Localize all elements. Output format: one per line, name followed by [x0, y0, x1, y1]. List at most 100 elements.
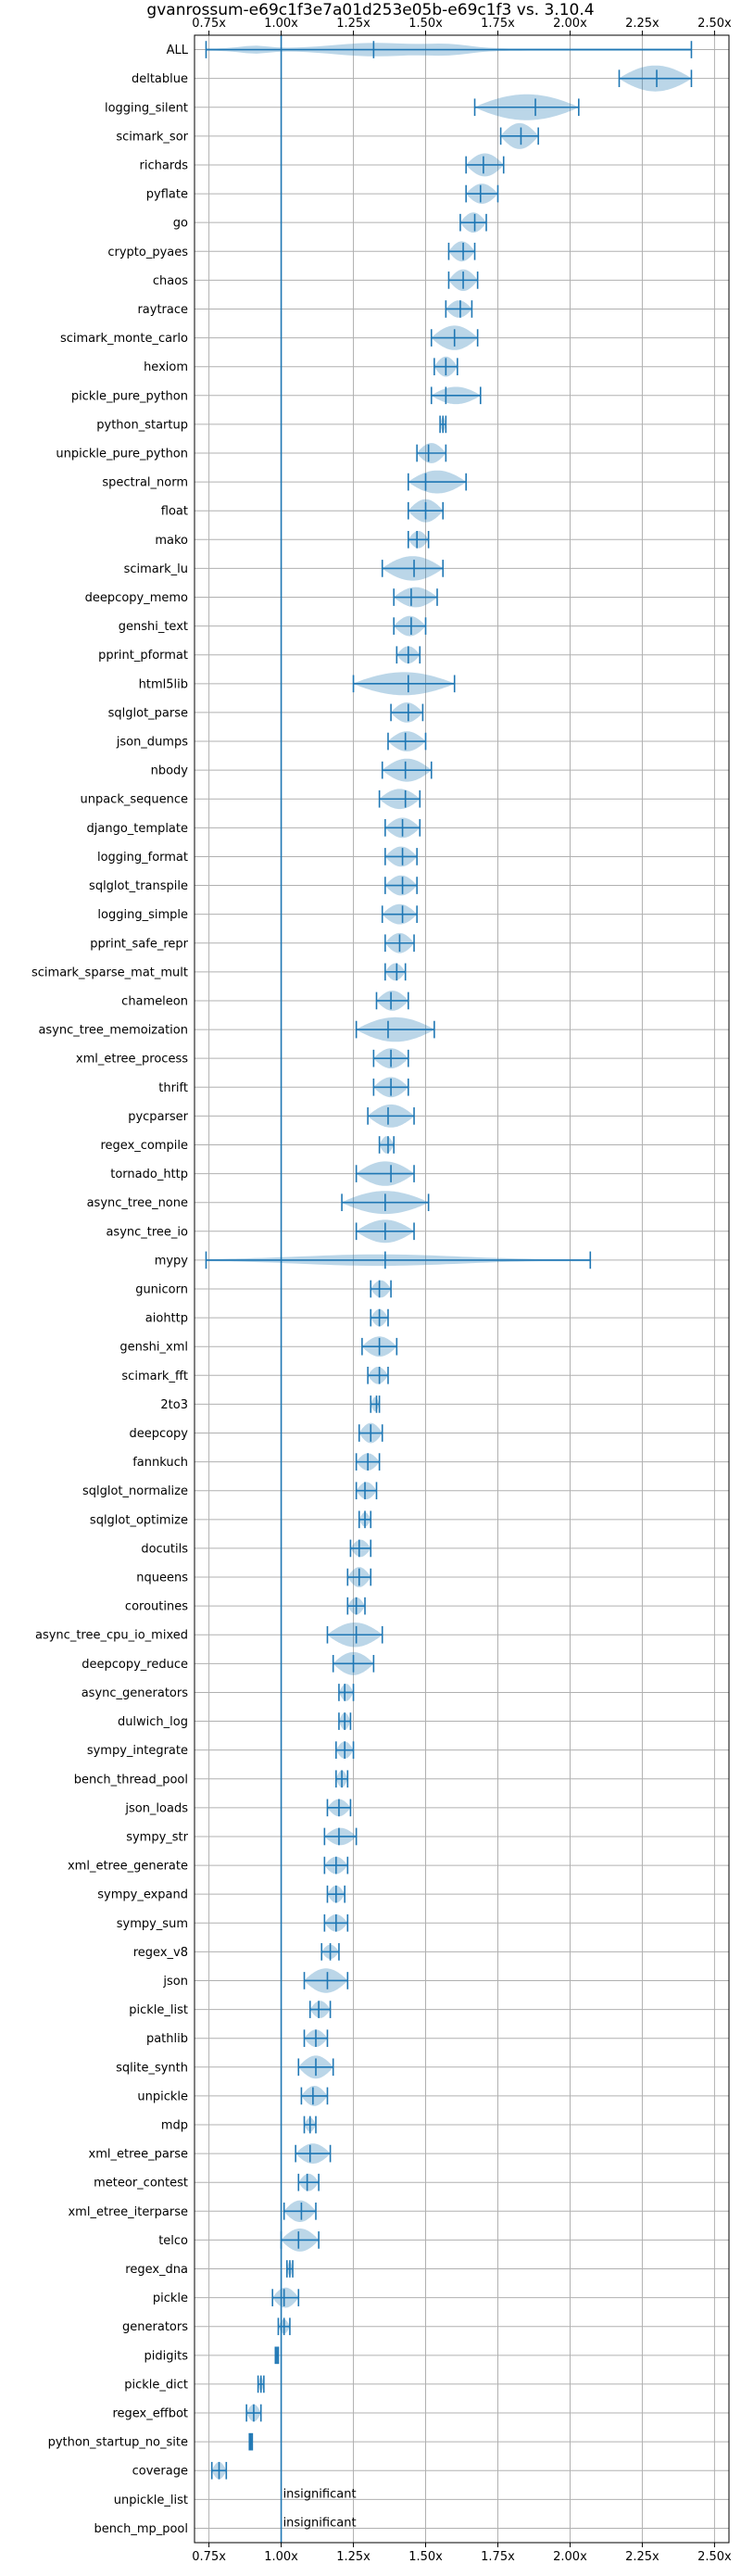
category-label: unpickle_pure_python	[56, 448, 188, 461]
violin-ALL	[205, 41, 693, 58]
violin-async_generators	[338, 1684, 355, 1701]
category-label: sqlglot_parse	[108, 706, 188, 720]
category-label: async_tree_cpu_io_mixed	[35, 1629, 188, 1643]
violin-bench_thread_pool	[335, 1770, 349, 1788]
chart-title: gvanrossum-e69c1f3e7a01d253e05b-e69c1f3 …	[146, 1, 594, 19]
category-label: sqlglot_optimize	[90, 1513, 188, 1527]
category-label: sympy_expand	[97, 1888, 188, 1902]
violin-pathlib	[303, 2029, 329, 2048]
x-tick-label-top: 1.50x	[408, 17, 443, 31]
violin-telco	[280, 2229, 320, 2252]
violin-scimark_sparse_mat_mult	[384, 963, 407, 981]
category-label: generators	[122, 2320, 188, 2334]
category-label: pathlib	[146, 2032, 188, 2046]
violin-regex_effbot	[245, 2404, 262, 2422]
category-label: dulwich_log	[118, 1715, 188, 1729]
violin-pyflate	[465, 183, 499, 204]
violin-sqlglot_parse	[390, 702, 424, 723]
category-label: async_generators	[82, 1686, 189, 1700]
category-label: pidigits	[144, 2349, 189, 2363]
violin-crypto_pyaes	[447, 241, 476, 262]
violin-sqlglot_transpile	[384, 875, 418, 896]
violin-meteor_contest	[297, 2173, 320, 2191]
violin-sympy_integrate	[335, 1741, 355, 1759]
violin-sympy_str	[323, 1827, 358, 1846]
violin-mypy	[205, 1251, 592, 1269]
violin-scimark_monte_carlo	[430, 325, 479, 350]
violin-mako	[407, 530, 430, 549]
violin-deepcopy_memo	[393, 587, 438, 608]
violin-sqlglot_optimize	[358, 1510, 372, 1529]
category-label: json_loads	[124, 1801, 188, 1815]
insignificant-label: insignificant	[283, 2487, 357, 2501]
category-label: pickle	[153, 2292, 188, 2305]
category-label: tornado_http	[110, 1168, 188, 1181]
plot-frame	[194, 34, 730, 2544]
category-label: regex_v8	[133, 1946, 188, 1960]
category-label: unpack_sequence	[80, 793, 188, 807]
violin-sympy_expand	[326, 1885, 345, 1903]
category-label: unpickle	[137, 2090, 188, 2103]
category-label: sympy_integrate	[87, 1744, 188, 1758]
x-tick-label-bottom: 1.50x	[408, 2550, 443, 2564]
violin-sqlite_synth	[297, 2055, 334, 2079]
violin-scimark_sor	[499, 122, 539, 149]
category-label: django_template	[87, 822, 188, 836]
category-label: deepcopy	[129, 1427, 188, 1441]
violin-thrift	[372, 1077, 409, 1098]
category-label: deepcopy_reduce	[82, 1658, 188, 1672]
category-label: xml_etree_iterparse	[68, 2205, 188, 2219]
category-label: scimark_monte_carlo	[60, 332, 188, 346]
violin-regex_compile	[378, 1136, 396, 1154]
x-tick-label-bottom: 1.00x	[264, 2550, 298, 2564]
category-label: pickle_dict	[124, 2378, 188, 2392]
category-label: pycparser	[128, 1110, 188, 1124]
category-label: raytrace	[137, 303, 188, 317]
category-label: pickle_pure_python	[71, 389, 188, 403]
violin-logging_simple	[381, 903, 418, 925]
violin-async_tree_none	[341, 1191, 430, 1215]
violin-pidigits	[274, 2346, 280, 2365]
violin-unpack_sequence	[378, 789, 421, 810]
violin-nbody	[381, 758, 433, 782]
violin-async_tree_cpu_io_mixed	[326, 1623, 383, 1648]
violin-chameleon	[375, 991, 409, 1011]
violins: insignificant insignificant	[205, 41, 693, 2530]
category-label: regex_dna	[125, 2263, 188, 2277]
category-label: deepcopy_memo	[85, 591, 188, 605]
category-label: async_tree_io	[106, 1225, 188, 1239]
category-label: xml_etree_parse	[89, 2148, 188, 2162]
category-label: chaos	[153, 274, 188, 288]
category-label: async_tree_memoization	[38, 1024, 188, 1038]
x-tick-label-top: 1.00x	[264, 17, 298, 31]
grid-lines	[195, 35, 729, 2543]
violin-html5lib	[352, 672, 456, 696]
category-label: pyflate	[146, 188, 188, 202]
insignificant-label: insignificant	[283, 2516, 357, 2530]
violin-raytrace	[445, 300, 473, 318]
x-tick-label-top: 2.25x	[625, 17, 659, 31]
category-label: hexiom	[144, 360, 188, 374]
violin-mdp	[303, 2115, 317, 2134]
violin-python_startup_no_site	[248, 2432, 254, 2451]
x-tick-label-top: 2.00x	[553, 17, 587, 31]
violin-dulwich_log	[338, 1712, 352, 1730]
category-label: xml_etree_generate	[68, 1860, 188, 1874]
category-label: spectral_norm	[102, 476, 188, 490]
category-label: thrift	[158, 1081, 188, 1095]
category-label: python_startup	[96, 418, 188, 432]
category-label: scimark_fft	[121, 1370, 188, 1383]
violin-gunicorn	[370, 1280, 392, 1298]
x-tick-label-top: 1.75x	[481, 17, 515, 31]
violin-pprint_pformat	[396, 646, 421, 664]
violin-hexiom	[433, 356, 458, 377]
category-label: mako	[155, 534, 188, 548]
violin-async_tree_memoization	[355, 1017, 435, 1042]
category-label: async_tree_none	[87, 1196, 188, 1210]
x-tick-label-top: 0.75x	[192, 17, 226, 31]
violin-logging_format	[384, 846, 418, 867]
category-label: float	[161, 505, 188, 519]
category-label: gunicorn	[135, 1283, 188, 1297]
x-tick-label-top: 2.50x	[697, 17, 732, 31]
violin-regex_v8	[320, 1943, 340, 1961]
